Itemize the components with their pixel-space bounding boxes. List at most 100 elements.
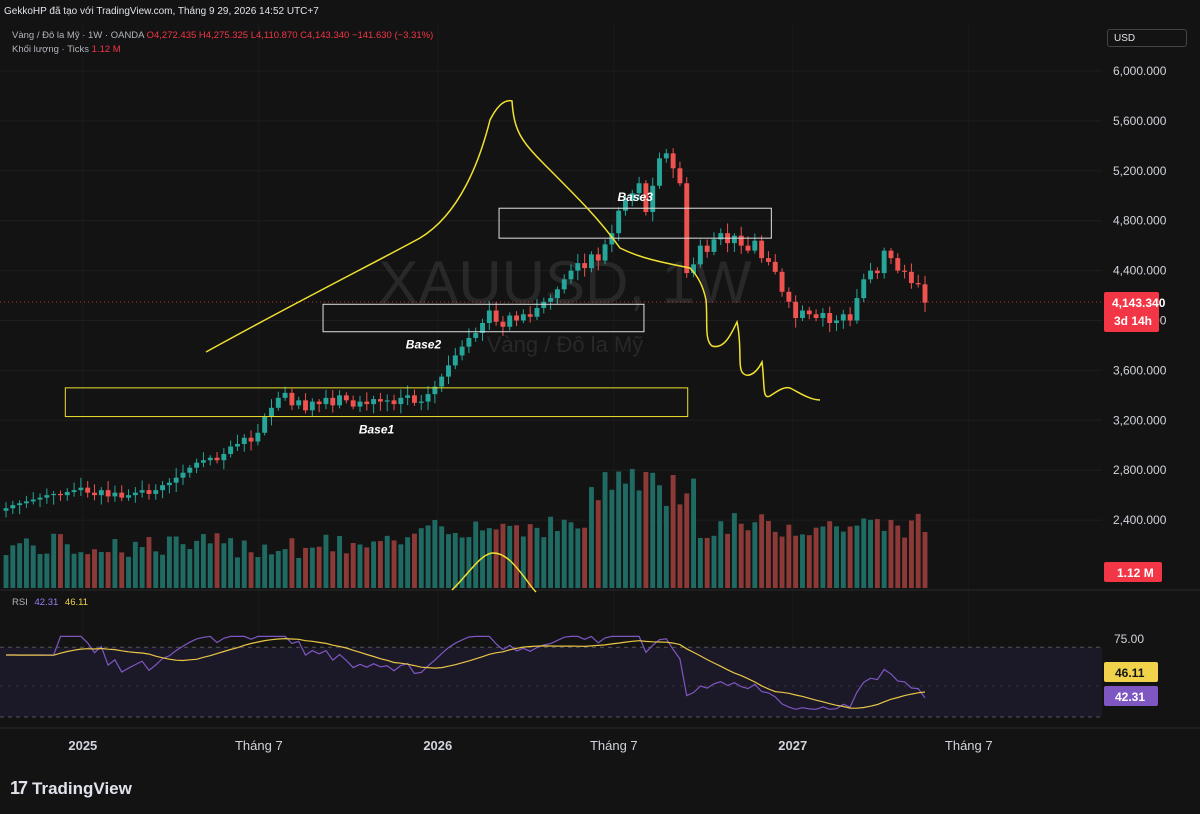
- volume-bar: [582, 527, 588, 588]
- volume-bar: [262, 544, 268, 588]
- volume-label[interactable]: Khối lượng · Ticks: [12, 44, 90, 55]
- volume-bar: [23, 538, 29, 588]
- candle: [765, 258, 771, 262]
- candle: [364, 401, 370, 405]
- volume-bar: [371, 541, 377, 588]
- time-axis[interactable]: 2025 Tháng 7 2026 Tháng 7 2027 Tháng 7: [68, 738, 992, 753]
- y-tick-label: 3,600.000: [1113, 363, 1167, 377]
- rsi-ma-badge-value: 46.11: [1115, 666, 1145, 680]
- candle: [146, 490, 152, 494]
- candle: [588, 254, 594, 269]
- candle: [139, 490, 145, 493]
- x-tick-label: 2025: [68, 738, 97, 753]
- candle: [704, 245, 710, 252]
- candle: [575, 263, 581, 271]
- volume-bar: [779, 536, 785, 588]
- volume-bar: [616, 471, 622, 588]
- price-badge-value: 4,143.340: [1112, 296, 1166, 310]
- candle: [296, 400, 302, 406]
- volume-bar: [704, 537, 710, 588]
- candle: [582, 263, 588, 269]
- candle: [473, 332, 479, 338]
- volume-bar: [10, 545, 16, 588]
- volume-bar: [834, 526, 839, 588]
- candle: [568, 270, 574, 280]
- currency-selector[interactable]: USD: [1107, 29, 1187, 47]
- volume-bar: [452, 532, 458, 588]
- candle: [384, 400, 390, 402]
- candle: [623, 200, 628, 211]
- candle: [459, 346, 465, 356]
- candle: [343, 395, 349, 401]
- candle: [446, 365, 451, 377]
- volume-bar: [759, 514, 765, 588]
- volume-bar: [330, 551, 336, 588]
- tradingview-logo[interactable]: 17 TradingView: [10, 778, 132, 799]
- candle: [241, 437, 247, 445]
- candle: [303, 400, 308, 411]
- candle: [235, 444, 240, 447]
- candle: [289, 392, 295, 406]
- volume-bar: [187, 549, 193, 588]
- volume-bar: [473, 521, 479, 588]
- candle: [718, 233, 724, 240]
- volume-bar: [207, 543, 213, 588]
- volume-bar: [813, 527, 819, 588]
- candle: [847, 314, 853, 321]
- candle: [895, 258, 901, 271]
- volume-bar: [139, 547, 145, 588]
- volume-bar: [241, 540, 247, 588]
- candle: [187, 467, 193, 473]
- volume-bar: [595, 500, 601, 588]
- volume-bar: [350, 542, 356, 588]
- candle: [173, 477, 179, 483]
- candle: [772, 261, 778, 272]
- candle: [350, 400, 356, 407]
- close-value: C4,143.340: [300, 30, 350, 41]
- volume-bar: [432, 519, 438, 588]
- candle: [64, 492, 70, 496]
- volume-bar: [235, 557, 240, 588]
- volume-bar: [105, 552, 111, 588]
- candle: [98, 490, 104, 496]
- candle: [269, 407, 274, 417]
- candle: [51, 493, 57, 496]
- candle: [738, 235, 744, 246]
- volume-bar: [112, 539, 118, 588]
- candle: [827, 313, 833, 323]
- candle: [398, 397, 404, 405]
- volume-bar: [915, 513, 921, 588]
- candle: [527, 314, 533, 317]
- symbol-label[interactable]: Vàng / Đô la Mỹ · 1W · OANDA: [12, 30, 144, 41]
- candles: [3, 148, 928, 518]
- volume-bar: [602, 472, 608, 588]
- volume-bar: [731, 513, 737, 588]
- y-tick-label: 3,200.000: [1113, 413, 1167, 427]
- volume-bar: [697, 537, 703, 588]
- candle: [745, 245, 751, 251]
- candle: [160, 485, 166, 491]
- volume-bar: [398, 544, 404, 588]
- candle: [881, 250, 887, 274]
- volume-bar: [255, 557, 261, 588]
- candle: [711, 239, 717, 252]
- candle: [820, 313, 826, 319]
- volume-bar: [650, 472, 656, 588]
- volume-bar: [418, 528, 424, 588]
- rsi-label[interactable]: RSI: [12, 597, 28, 608]
- volume-bar: [752, 522, 758, 588]
- volume-bar: [874, 519, 880, 588]
- zone-label: Base1: [359, 423, 395, 437]
- candle: [908, 271, 914, 284]
- candle: [221, 453, 227, 461]
- volume-bar: [575, 528, 581, 588]
- volume-bar: [459, 537, 465, 588]
- candle: [752, 240, 758, 251]
- candle: [248, 437, 254, 442]
- volume-bar: [793, 535, 799, 588]
- candle: [411, 395, 417, 403]
- volume-bar: [670, 474, 676, 588]
- candle: [813, 314, 819, 319]
- candle: [629, 193, 635, 201]
